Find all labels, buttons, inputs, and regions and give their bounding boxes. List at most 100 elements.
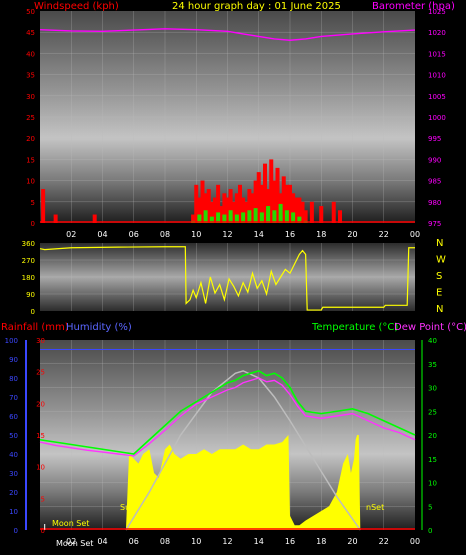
sunset-label: nSet — [366, 503, 384, 512]
gust-bar — [303, 210, 308, 223]
wind-tick-label: 0 — [31, 220, 35, 228]
gust-bar — [200, 180, 205, 223]
humidity-tick-label: 70 — [9, 394, 18, 402]
barometer-line — [39, 28, 416, 41]
gust-bar — [331, 201, 336, 223]
dewpoint-line — [39, 377, 416, 457]
wind-tick-label: 40 — [26, 50, 35, 58]
temp-x-tick-label: 04 — [97, 537, 107, 546]
gust-bar — [194, 184, 199, 223]
gust-bar — [294, 197, 299, 223]
direction-line — [39, 246, 415, 311]
direction-tick-label: 0 — [31, 308, 35, 316]
gust-bar — [209, 201, 214, 223]
rain-tick-label: 5 — [41, 495, 45, 503]
avg-wind-bar — [266, 206, 271, 223]
baro-tick-label: 1025 — [428, 8, 446, 16]
gust-bar — [338, 210, 342, 223]
wind-x-tick-label: 02 — [66, 230, 76, 239]
rain-tick-label: 20 — [36, 400, 45, 408]
moon-set-axis-label: Moon Set — [56, 539, 93, 548]
humidity-tick-label: 90 — [9, 356, 18, 364]
baro-tick-label: 985 — [428, 178, 441, 186]
wind-tick-label: 20 — [26, 135, 35, 143]
gust-bar — [288, 184, 292, 223]
windspeed-axis-label: Windspeed (kph) — [34, 1, 119, 12]
avg-wind-bar — [216, 212, 221, 223]
temp-tick-label: 30 — [428, 385, 437, 393]
sunrise-label: Sun — [120, 503, 135, 512]
wind-x-tick-label: 06 — [129, 230, 139, 239]
humidity-tick-label: 0 — [14, 527, 18, 535]
wind-x-tick-label: 22 — [379, 230, 389, 239]
baro-tick-label: 1010 — [428, 72, 446, 80]
wind-tick-label: 35 — [26, 72, 35, 80]
temp-tick-label: 10 — [428, 480, 437, 488]
humidity-tick-label: 20 — [9, 489, 18, 497]
avg-wind-bar — [272, 210, 277, 223]
wind-tick-label: 15 — [26, 156, 35, 164]
gust-bar — [291, 193, 296, 223]
compass-label: N — [436, 304, 443, 315]
gust-bar — [253, 180, 258, 223]
temp-x-tick-label: 10 — [191, 537, 201, 546]
gust-bar — [297, 197, 302, 223]
temp-tick-label: 15 — [428, 456, 437, 464]
humidity-tick-label: 40 — [9, 451, 18, 459]
gust-bar — [319, 206, 324, 223]
wind-tick-label: 50 — [26, 8, 35, 16]
compass-label: E — [436, 288, 442, 299]
temp-x-tick-label: 12 — [222, 537, 232, 546]
temp-tick-label: 0 — [428, 527, 432, 535]
direction-tick-label: 180 — [22, 274, 35, 282]
gust-bar — [275, 167, 280, 223]
rain-tick-label: 15 — [36, 432, 45, 440]
rainfall-axis-label: Rainfall (mm) — [1, 322, 69, 333]
gust-bar — [222, 193, 227, 223]
gust-bar — [281, 176, 286, 223]
wind-tick-label: 25 — [26, 114, 35, 122]
avg-wind-bar — [222, 214, 227, 223]
avg-wind-bar — [259, 212, 264, 223]
gust-bar — [250, 193, 255, 223]
temp-x-tick-label: 06 — [129, 537, 139, 546]
chart-title: 24 hour graph day : 01 June 2025 — [172, 1, 341, 12]
temp-x-tick-label: 08 — [160, 537, 170, 546]
direction-tick-label: 90 — [26, 291, 35, 299]
temp-x-tick-label: 18 — [316, 537, 326, 546]
gust-bar — [259, 184, 264, 223]
gust-bar — [256, 172, 261, 223]
gust-bar — [300, 201, 305, 223]
avg-wind-bar — [197, 214, 202, 223]
gust-bar — [213, 197, 217, 223]
gust-bar — [225, 197, 230, 223]
gust-bar — [197, 197, 202, 223]
baro-tick-label: 1005 — [428, 93, 446, 101]
gust-bar — [269, 159, 274, 223]
avg-wind-bar — [284, 210, 289, 223]
humidity-tick-label: 10 — [9, 508, 18, 516]
baro-tick-label: 990 — [428, 156, 441, 164]
direction-tick-label: 270 — [22, 257, 35, 265]
rain-tick-label: 25 — [36, 369, 45, 377]
gust-bar — [92, 214, 97, 223]
gust-bar — [284, 184, 289, 223]
gust-bar — [191, 214, 196, 223]
gust-bar — [206, 189, 211, 223]
sun-curve-line — [125, 370, 361, 531]
temp-x-tick-label: 14 — [254, 537, 264, 546]
avg-wind-bar — [253, 208, 258, 223]
wind-tick-label: 5 — [31, 199, 35, 207]
wind-x-tick-label: 12 — [222, 230, 232, 239]
baro-tick-label: 1020 — [428, 29, 446, 37]
gust-bar — [203, 193, 208, 223]
temp-tick-label: 20 — [428, 432, 437, 440]
dewpoint-axis-label: Dew Point (°C) — [394, 322, 466, 333]
wind-x-tick-label: 16 — [285, 230, 295, 239]
humidity-tick-label: 50 — [9, 432, 18, 440]
avg-wind-bar — [291, 212, 296, 223]
temperature-axis-label: Temperature (°C) — [311, 322, 398, 333]
temp-x-tick-label: 20 — [347, 537, 357, 546]
rain-tick-label: 0 — [41, 527, 45, 535]
gust-bar — [263, 163, 267, 223]
